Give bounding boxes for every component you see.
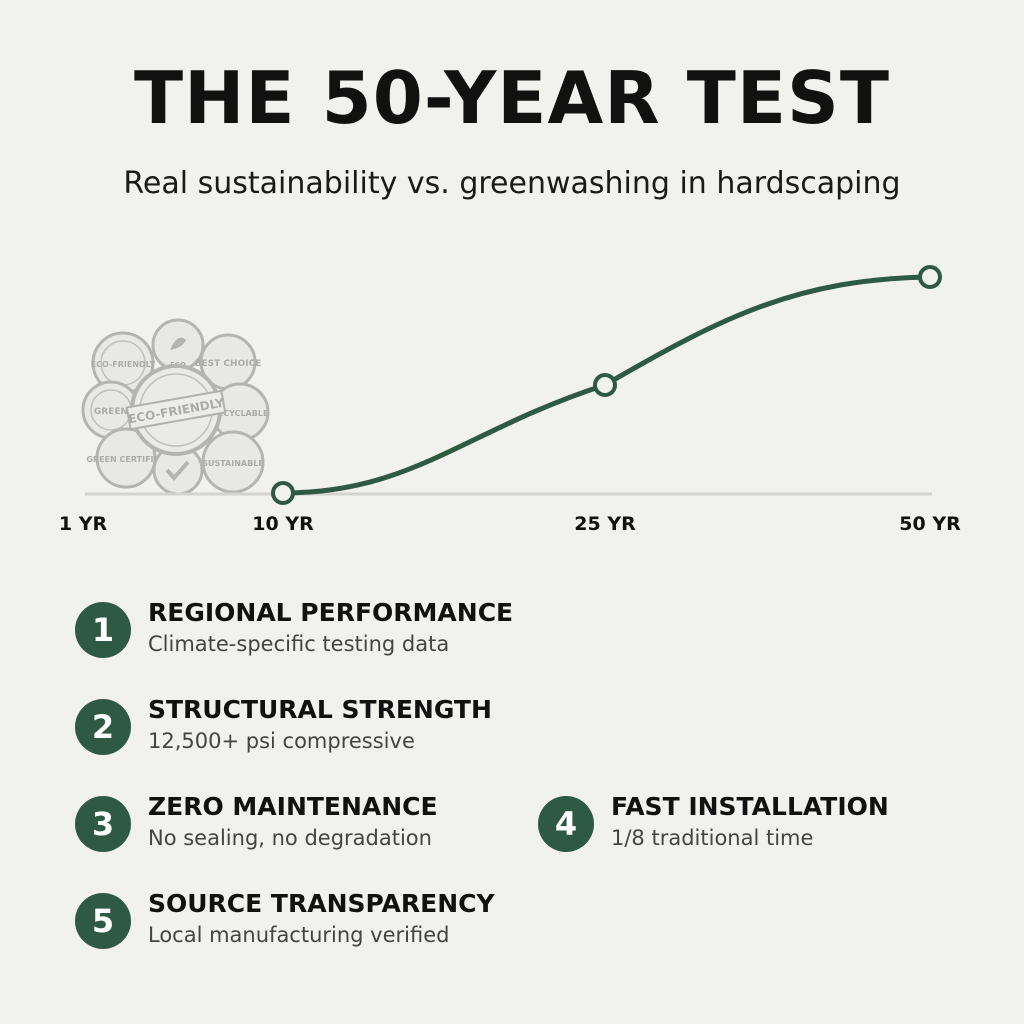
x-tick-label: 50 YR	[899, 513, 961, 535]
stamp-label: RECYCLABLE	[212, 409, 269, 418]
feature-title: SOURCE TRANSPARENCY	[148, 889, 495, 918]
greenwashing-stamps: ECO-FRIENDLY ECO BEST CHOICE GREEN RECYC…	[81, 318, 270, 496]
page-subtitle: Real sustainability vs. greenwashing in …	[123, 166, 901, 201]
feature-description: 12,500+ psi compressive	[148, 729, 415, 753]
feature-number-badge: 5	[75, 893, 131, 949]
leaf-icon	[170, 337, 186, 350]
stamp-label: BEST CHOICE	[195, 359, 262, 369]
feature-number-badge: 4	[538, 796, 594, 852]
feature-item: 1 REGIONAL PERFORMANCE Climate-specific …	[75, 598, 515, 662]
feature-item: 5 SOURCE TRANSPARENCY Local manufacturin…	[75, 889, 515, 953]
data-points	[271, 265, 942, 505]
feature-description: Local manufacturing verified	[148, 923, 450, 947]
feature-item: 4 FAST INSTALLATION 1/8 traditional time	[538, 792, 978, 856]
feature-title: STRUCTURAL STRENGTH	[148, 695, 492, 724]
feature-description: Climate-specific testing data	[148, 632, 450, 656]
x-tick-label: 1 YR	[59, 513, 108, 535]
x-tick-label: 25 YR	[574, 513, 636, 535]
stamp-badge: ECO-FRIENDLY	[125, 364, 227, 456]
x-tick-label: 10 YR	[252, 513, 314, 535]
data-point	[271, 481, 295, 505]
data-point	[593, 373, 617, 397]
feature-item: 3 ZERO MAINTENANCE No sealing, no degrad…	[75, 792, 515, 856]
feature-description: 1/8 traditional time	[611, 826, 814, 850]
stamp-badge: GREEN CERTIFIED	[86, 427, 166, 489]
growth-chart: ECO-FRIENDLY ECO BEST CHOICE GREEN RECYC…	[59, 265, 961, 535]
stamp-label: GREEN CERTIFIED	[86, 455, 166, 464]
feature-number-badge: 1	[75, 602, 131, 658]
feature-title: ZERO MAINTENANCE	[148, 792, 438, 821]
stamp-badge: SUSTAINABLE	[201, 430, 265, 494]
feature-number-badge: 3	[75, 796, 131, 852]
feature-title: FAST INSTALLATION	[611, 792, 889, 821]
feature-item: 2 STRUCTURAL STRENGTH 12,500+ psi compre…	[75, 695, 515, 759]
checkmark-icon	[165, 460, 190, 482]
stamp-label: GREEN	[94, 407, 128, 417]
stamp-label: SUSTAINABLE	[202, 459, 264, 468]
page-title: THE 50-YEAR TEST	[134, 56, 890, 140]
feature-number-badge: 2	[75, 699, 131, 755]
stamp-label: ECO-FRIENDLY	[91, 360, 156, 369]
data-point	[918, 265, 942, 289]
stamp-badge: ECO-FRIENDLY	[91, 331, 156, 395]
feature-description: No sealing, no degradation	[148, 826, 432, 850]
feature-title: REGIONAL PERFORMANCE	[148, 598, 514, 627]
